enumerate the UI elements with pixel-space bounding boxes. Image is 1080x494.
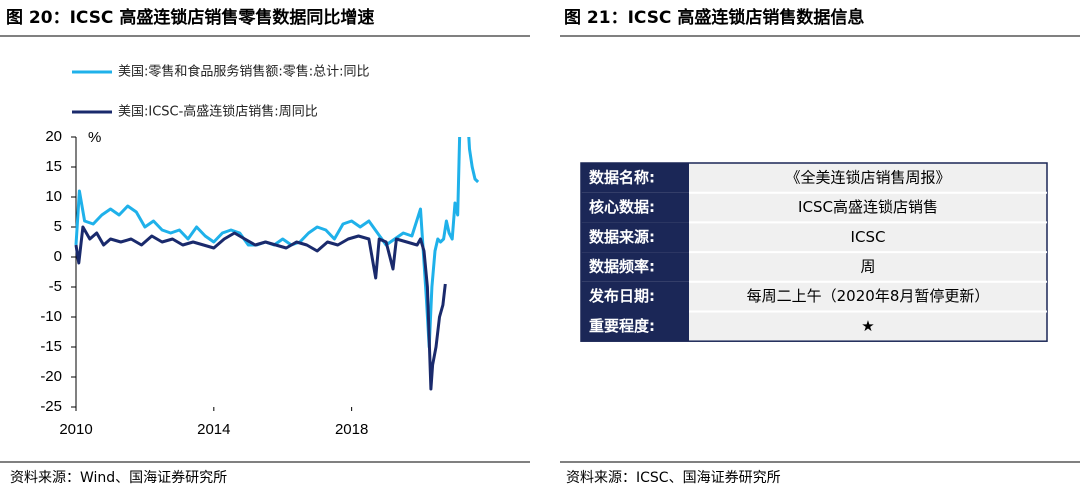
x-tick-label: 2018	[335, 421, 368, 438]
y-tick-label: -20	[40, 368, 62, 385]
row-value: ICSC高盛连锁店销售	[798, 198, 938, 216]
row-label: 重要程度:	[589, 317, 655, 335]
row-label: 数据来源:	[589, 228, 655, 246]
y-unit: %	[88, 129, 101, 146]
row-label: 数据名称:	[589, 168, 655, 186]
series-line	[74, 225, 447, 391]
label-cell	[581, 281, 689, 312]
x-tick-label: 2010	[59, 421, 92, 438]
label-cell	[581, 252, 689, 282]
row-value: 每周二上午（2020年8月暂停更新）	[747, 287, 990, 305]
x-tick-label: 2014	[197, 421, 230, 438]
y-tick-label: -25	[40, 398, 62, 415]
row-value: 《全美连锁店销售周报》	[785, 168, 950, 186]
row-value: ICSC	[851, 228, 886, 246]
legend-label: 美国:ICSC-高盛连锁店销售:周同比	[118, 104, 318, 120]
series-line	[74, 137, 480, 349]
row-value: ★	[861, 317, 874, 335]
row-label: 发布日期:	[588, 287, 655, 305]
label-cell	[581, 222, 689, 253]
chart-title: 图 20：ICSC 高盛连锁店销售零售数据同比增速	[6, 7, 374, 28]
y-tick-label: 10	[45, 188, 62, 205]
y-tick-label: 5	[54, 218, 62, 235]
row-label: 数据频率:	[589, 257, 655, 275]
y-tick-label: -10	[40, 308, 62, 325]
table-title: 图 21：ICSC 高盛连锁店销售数据信息	[564, 7, 864, 28]
label-cell	[581, 163, 689, 193]
legend-label: 美国:零售和食品服务销售额:零售:总计:同比	[118, 64, 370, 80]
row-value: 周	[860, 257, 875, 275]
label-cell	[581, 192, 689, 223]
y-tick-label: -15	[40, 338, 62, 355]
y-tick-label: -5	[49, 278, 62, 295]
source: 资料来源：ICSC、国海证券研究所	[566, 470, 781, 486]
y-tick-label: 0	[54, 248, 62, 265]
source: 资料来源：Wind、国海证券研究所	[10, 470, 227, 486]
y-tick-label: 15	[45, 158, 62, 175]
row-label: 核心数据:	[589, 198, 655, 216]
y-tick-label: 20	[45, 128, 62, 145]
plot-area	[74, 137, 480, 391]
label-cell	[581, 311, 689, 342]
